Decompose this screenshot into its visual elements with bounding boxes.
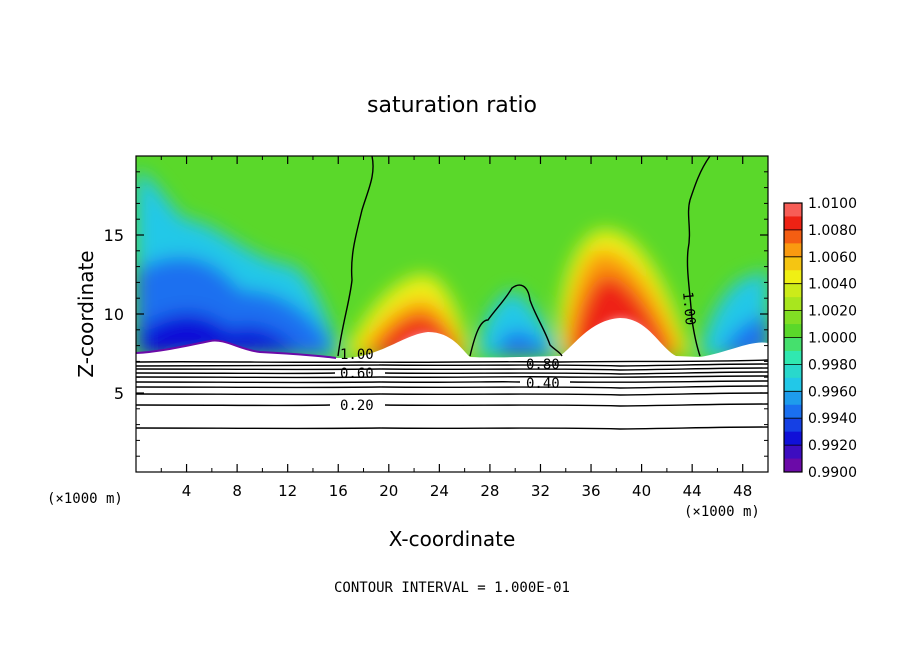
contour-label-0.80: 0.80 (526, 357, 560, 373)
y-tick-label: 10 (104, 305, 124, 324)
y-axis: 5 10 15 (104, 171, 768, 457)
colorbar-band-blend (784, 391, 802, 405)
x-tick-label: 40 (632, 482, 651, 500)
contour-interval-footer: CONTOUR INTERVAL = 1.000E-01 (334, 580, 570, 596)
x-tick-label: 24 (430, 482, 449, 500)
contour-label-1.00: 1.00 (340, 347, 374, 363)
contour-line-3 (136, 367, 768, 371)
colorbar-band-blend (784, 418, 802, 432)
colorbar-label: 1.0060 (808, 250, 857, 266)
colorbar-band-blend (784, 445, 802, 459)
dry-region-left-deep (140, 313, 300, 356)
colorbar-label: 0.9920 (808, 438, 857, 454)
field-blobs (136, 170, 768, 356)
contour-line-2 (136, 363, 768, 367)
x-tick-label: 8 (232, 482, 242, 500)
x-tick-label: 36 (581, 482, 600, 500)
cloud-base-edge (136, 339, 337, 359)
colorbar-band-blend (784, 203, 802, 217)
contour-label-0.40: 0.40 (526, 376, 560, 392)
colorbar-label: 1.0020 (808, 304, 857, 320)
contour-line-10 (136, 426, 768, 430)
contour-labels: 1.00 0.80 0.60 0.40 0.20 1.00 (340, 291, 698, 414)
contour-1.00-right (686, 156, 711, 357)
colorbar-band-blend (784, 310, 802, 325)
x-tick-label: 48 (733, 482, 752, 500)
contour-0.20 (136, 403, 768, 407)
x-tick-label: 4 (182, 482, 192, 500)
subsaturated-lower-region (136, 318, 768, 472)
x-axis-label: X-coordinate (389, 527, 516, 551)
dry-region-mid-blue (495, 331, 555, 356)
colorbar-label: 1.0040 (808, 277, 857, 293)
x-tick-label: 12 (278, 482, 297, 500)
x-tick-label: 32 (531, 482, 550, 500)
colorbar-label: 0.9960 (808, 384, 857, 400)
contour-line-5 (136, 375, 768, 379)
contour-line-7 (136, 385, 768, 389)
colorbar-band-blend (784, 256, 802, 271)
x-unit-left: (×1000 m) (47, 491, 123, 507)
colorbar-label: 0.9980 (808, 357, 857, 373)
colorbar-label: 1.0100 (808, 196, 857, 212)
colorbar-label: 1.0080 (808, 223, 857, 239)
contour-1.00-left (337, 156, 374, 357)
contour-label-1.00-right: 1.00 (679, 291, 698, 326)
colorbar-label: 0.9900 (808, 465, 857, 481)
colorbar-label: 1.0000 (808, 331, 857, 347)
x-axis: 4 8 12 16 20 24 28 32 36 40 44 48 (160, 156, 752, 500)
y-tick-label: 5 (114, 384, 124, 403)
colorbar-band-blend (784, 229, 802, 244)
chart-title: saturation ratio (367, 93, 537, 118)
colorbar-band-blend (784, 337, 802, 351)
contour-label-0.60: 0.60 (340, 366, 374, 382)
y-tick-label: 15 (104, 226, 124, 245)
x-tick-label: 28 (480, 482, 499, 500)
saturation-field (136, 156, 768, 472)
y-axis-label: Z-coordinate (74, 250, 98, 377)
contour-0.60 (136, 371, 768, 375)
colorbar: 0.9900 0.9920 0.9940 0.9960 0.9980 1.0000 1.00… (783, 196, 857, 481)
colorbar-label: 0.9940 (808, 411, 857, 427)
x-tick-label: 44 (683, 482, 702, 500)
colorbar-band-blend (784, 283, 802, 298)
x-tick-label: 20 (379, 482, 398, 500)
contour-0.40 (136, 380, 768, 384)
contour-1.00-middle (469, 284, 563, 357)
x-tick-label: 16 (329, 482, 348, 500)
colorbar-band-blend (784, 364, 802, 378)
x-unit-right: (×1000 m) (684, 504, 760, 520)
contour-line-1 (136, 359, 768, 363)
contour-line-8 (136, 392, 768, 396)
contour-lines (136, 156, 768, 430)
contour-label-0.20: 0.20 (340, 398, 374, 414)
